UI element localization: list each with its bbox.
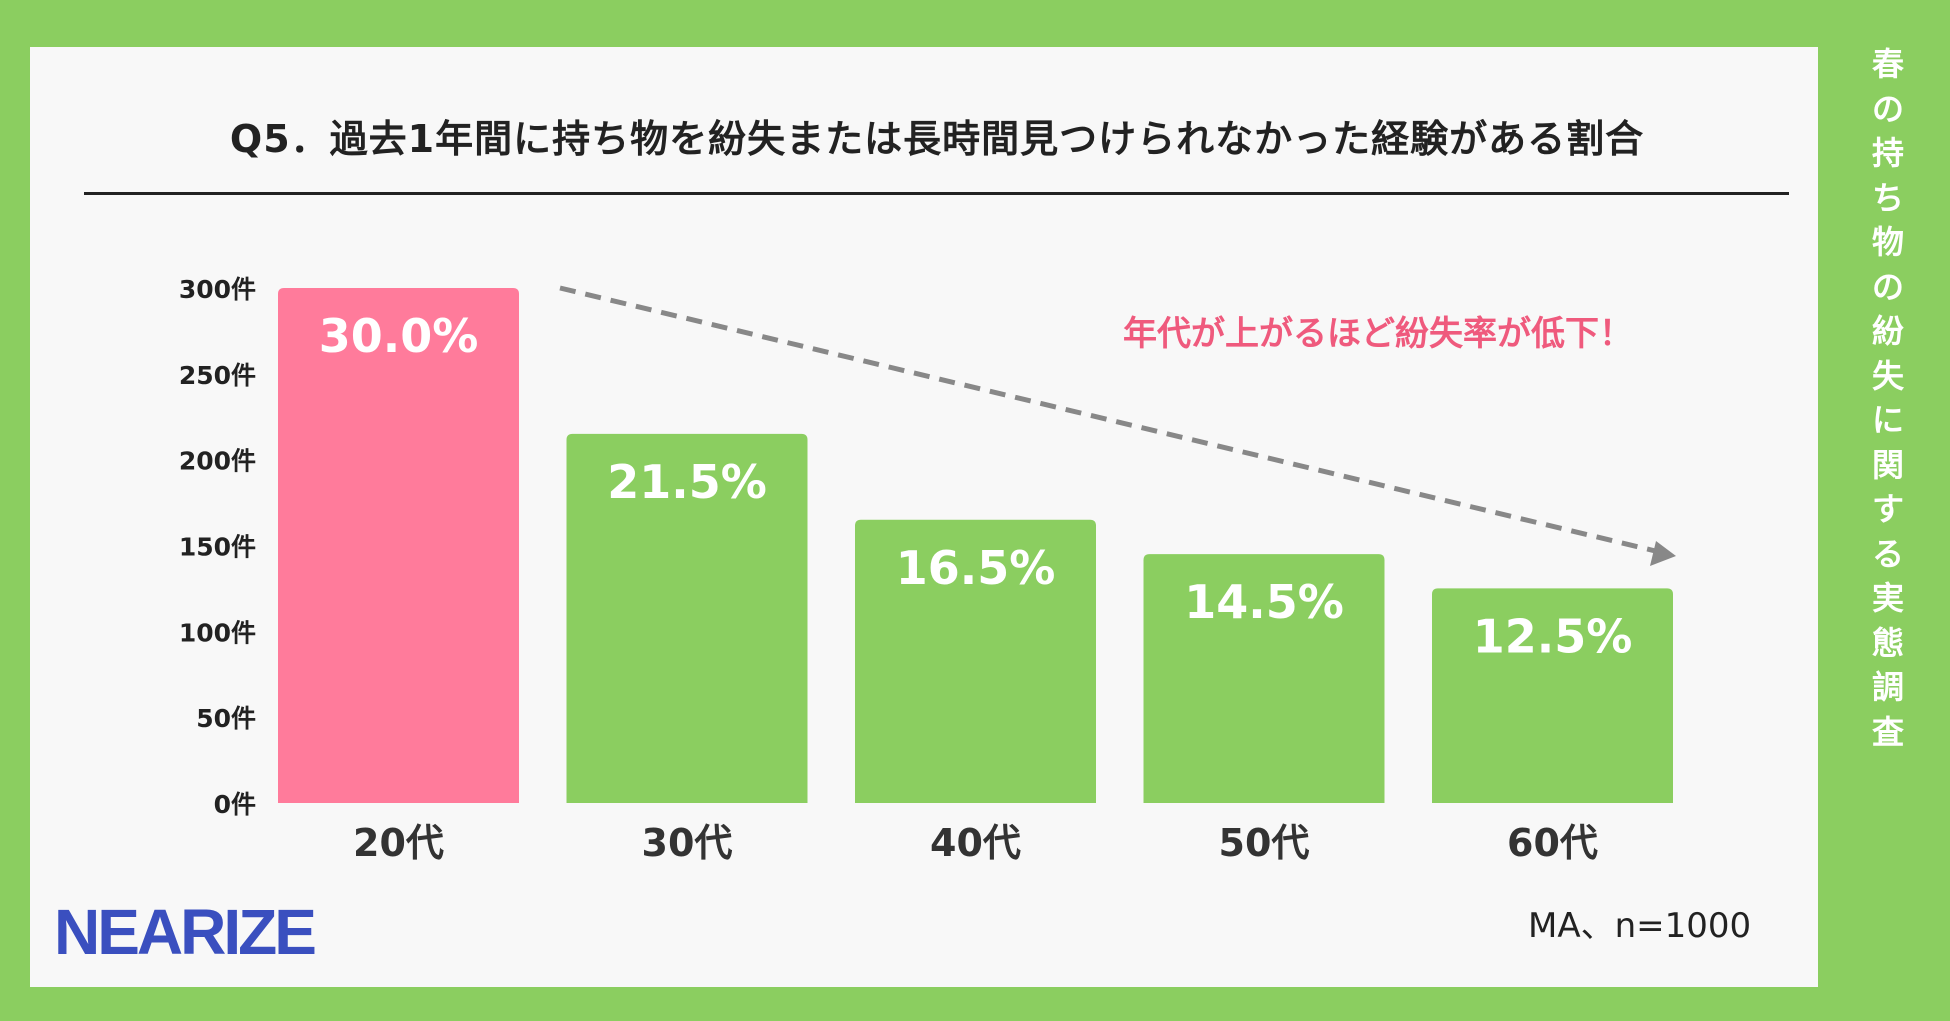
x-category-label: 60代 [1507, 821, 1598, 865]
side-title-char: 失 [1871, 356, 1904, 395]
data-label: 14.5% [1184, 575, 1344, 629]
side-title-char: 春 [1871, 45, 1904, 83]
bar-60代 [1432, 588, 1673, 803]
y-tick-label: 200件 [179, 447, 256, 476]
side-title-char: 査 [1871, 712, 1904, 751]
y-tick-label: 300件 [179, 275, 256, 304]
y-tick-label: 250件 [179, 361, 256, 390]
nearize-logo: NEARIZE [54, 896, 317, 968]
y-tick-label: 0件 [214, 790, 256, 819]
x-category-label: 50代 [1219, 821, 1310, 865]
trend-annotation: 年代が上がるほど紛失率が低下！ [1123, 314, 1633, 354]
trend-arrow-head [1650, 541, 1676, 566]
side-title-char: す [1871, 490, 1904, 528]
side-title-char: に [1871, 401, 1904, 439]
title-divider [84, 192, 1789, 195]
bar-50代 [1143, 554, 1385, 803]
y-tick-label: 100件 [179, 618, 256, 647]
side-title-char: 紛 [1871, 312, 1904, 350]
side-title-char: 持 [1871, 134, 1904, 172]
data-label: 21.5% [607, 455, 767, 509]
y-tick-label: 150件 [179, 533, 256, 562]
data-label: 30.0% [319, 309, 479, 363]
x-category-label: 40代 [930, 821, 1021, 865]
side-title-char: 関 [1871, 445, 1904, 484]
side-title-char: 態 [1871, 623, 1904, 662]
side-title-char: 実 [1871, 579, 1904, 617]
bar-30代 [566, 433, 808, 803]
y-tick-label: 50件 [196, 704, 256, 733]
side-title-char: る [1871, 534, 1904, 573]
sample-note: MA、n=1000 [1528, 906, 1752, 946]
side-title-char: 調 [1871, 668, 1904, 706]
trend-arrow [559, 285, 1669, 557]
side-title-char: の [1871, 89, 1904, 128]
x-category-label: 30代 [642, 821, 733, 865]
bar-20代 [278, 288, 519, 803]
side-title-char: の [1871, 267, 1904, 306]
side-title-char: ち [1871, 178, 1904, 217]
side-title-char: 物 [1871, 223, 1904, 261]
data-label: 12.5% [1473, 609, 1633, 663]
chart-title: Q5．過去1年間に持ち物を紛失または長時間見つけられなかった経験がある割合 [229, 117, 1645, 161]
bar-40代 [855, 519, 1096, 803]
x-category-label: 20代 [353, 821, 444, 865]
data-label: 16.5% [896, 541, 1056, 595]
side-title: 春の持ち物の紛失に関する実態調査 [1862, 42, 1914, 754]
